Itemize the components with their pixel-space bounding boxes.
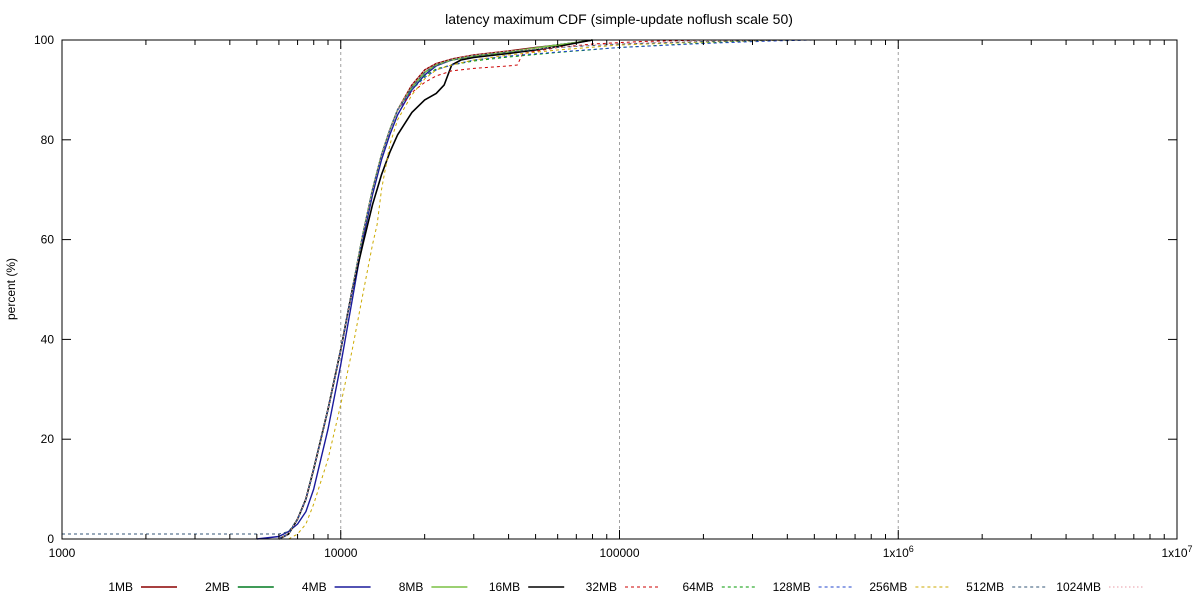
chart-title: latency maximum CDF (simple-update noflu… [445,11,793,27]
y-tick-label: 20 [41,432,55,446]
series-line-512mb [62,39,788,535]
axis-ticks [61,39,1178,540]
legend-label-64mb: 64MB [682,580,713,594]
legend-label-4mb: 4MB [302,580,327,594]
series-line-256mb [288,39,788,540]
legend-label-32mb: 32MB [586,580,617,594]
y-tick-label: 0 [47,532,54,546]
legend: 1MB 2MB 4MB 8MB 16MB 32MB 64MB 128MB 256MB 512MB 1… [108,580,1145,594]
legend-label-1024mb: 1024MB [1056,580,1101,594]
series-line-4mb [256,39,593,540]
grid-lines [340,40,899,539]
y-tick-label: 80 [41,133,55,147]
y-tick-label: 60 [41,233,55,247]
x-tick-label: 1x107 [1161,544,1192,560]
x-tick-label: 1000 [49,546,76,560]
legend-label-2mb: 2MB [205,580,230,594]
x-tick-label: 1x106 [883,544,914,560]
y-tick-label: 40 [41,332,55,346]
axis-tick-labels: 1000 10000 100000 1x106 1x107 0 20 40 60 80 100 [34,33,1193,560]
legend-label-1mb: 1MB [108,580,133,594]
legend-label-256mb: 256MB [869,580,907,594]
series-line-64mb [278,39,802,540]
x-tick-label: 100000 [599,546,639,560]
series-line-128mb [278,39,815,540]
series-line-32mb [278,39,704,540]
legend-label-128mb: 128MB [773,580,811,594]
x-tick-label: 10000 [324,546,358,560]
y-tick-label: 100 [34,33,54,47]
y-axis-label: percent (%) [4,258,18,320]
legend-label-512mb: 512MB [966,580,1004,594]
legend-label-16mb: 16MB [489,580,520,594]
legend-label-8mb: 8MB [399,580,424,594]
series-lines [62,39,815,540]
series-line-1024mb [278,39,788,540]
